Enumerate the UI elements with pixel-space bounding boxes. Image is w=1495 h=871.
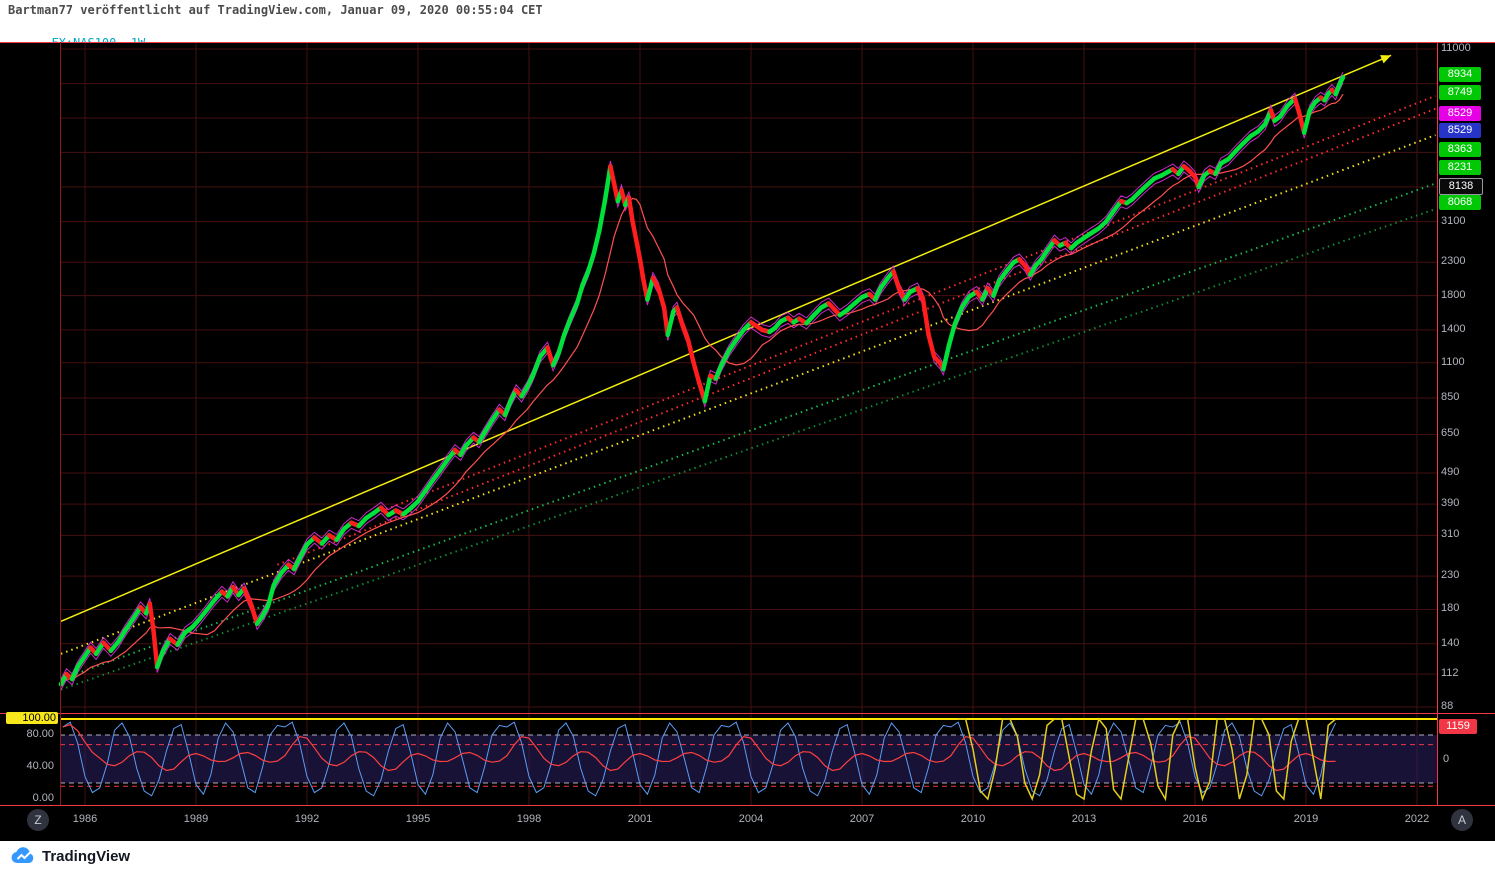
price-value-badge: 8068 [1439, 195, 1481, 210]
year-label: 2013 [1071, 813, 1097, 825]
year-label: 1986 [72, 813, 98, 825]
year-label: 1995 [405, 813, 431, 825]
price-axis-label: 11000 [1441, 42, 1471, 54]
price-axis-label: 390 [1441, 497, 1460, 510]
price-value-badge: 8934 [1439, 67, 1481, 82]
footer: TradingView [0, 841, 1495, 871]
price-value-badge: 8529 [1439, 123, 1481, 138]
price-value-badge: 8749 [1439, 85, 1481, 100]
chart-area[interactable]: 11000 3100 2300 1800 1400 1100 850 650 490 390 310… [0, 42, 1495, 841]
year-label: 2001 [627, 813, 653, 825]
year-label: 2004 [738, 813, 764, 825]
price-axis-label: 1400 [1441, 322, 1466, 335]
price-axis-label: 230 [1441, 569, 1460, 582]
year-label: 2016 [1182, 813, 1208, 825]
oscillator-value-badge: 1159 [1439, 719, 1477, 734]
price-axis-label: 650 [1441, 427, 1460, 440]
header: Bartman77 veröffentlicht auf TradingView… [0, 0, 1495, 106]
year-label: 1998 [516, 813, 542, 825]
oscillator-level-label: 0.00 [32, 792, 54, 804]
cloud-logo-icon [11, 847, 34, 863]
price-axis-label: 180 [1441, 602, 1460, 615]
price-plot[interactable] [0, 42, 1495, 841]
timezone-button[interactable]: Z [27, 809, 49, 831]
brand-name: TradingView [42, 847, 131, 865]
oscillator-level-label: 100.00 [6, 712, 58, 724]
price-axis-label: 88 [1441, 700, 1454, 712]
oscillator-level-label: 40.00 [26, 760, 54, 772]
year-label: 1992 [294, 813, 320, 825]
year-label: 2010 [960, 813, 986, 825]
price-value-badge: 8363 [1439, 142, 1481, 157]
price-axis-label: 112 [1441, 667, 1459, 680]
year-label: 1989 [183, 813, 209, 825]
price-axis-label: 850 [1441, 390, 1460, 403]
price-axis-label: 3100 [1441, 214, 1466, 227]
auto-scale-button[interactable]: A [1451, 809, 1473, 831]
year-label: 2007 [849, 813, 875, 825]
tradingview-logo[interactable]: TradingView [10, 847, 130, 865]
price-axis-label: 140 [1441, 636, 1460, 649]
year-label: 2019 [1293, 813, 1319, 825]
published-info: Bartman77 veröffentlicht auf TradingView… [8, 3, 543, 17]
price-axis-label: 310 [1441, 528, 1460, 541]
price-axis-label: 1800 [1441, 288, 1466, 301]
price-axis-label: 2300 [1441, 255, 1466, 268]
price-axis-label: 1100 [1441, 355, 1465, 368]
price-value-badge: 8138 [1439, 178, 1483, 195]
oscillator-level-label: 80.00 [26, 728, 54, 740]
price-axis-label: 490 [1441, 466, 1460, 478]
price-value-badge: 8231 [1439, 160, 1481, 175]
year-label: 2022 [1404, 813, 1430, 825]
price-value-badge: 8529 [1439, 106, 1481, 121]
oscillator-right-label: 0 [1443, 753, 1450, 765]
